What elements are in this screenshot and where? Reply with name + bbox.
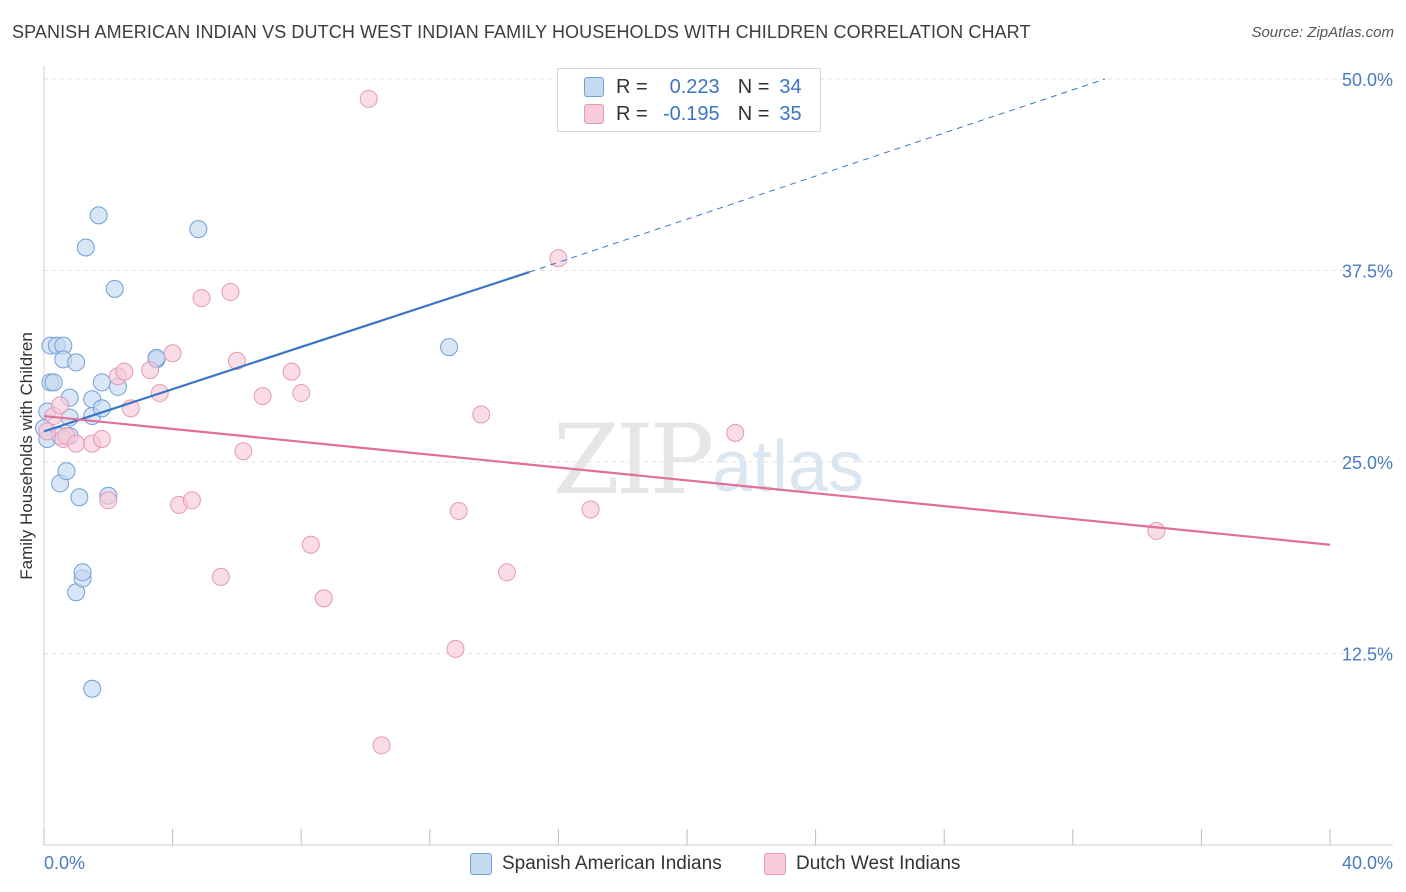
y-tick-label: 25.0% xyxy=(1342,453,1393,473)
dutch-west-trendline xyxy=(43,414,1331,546)
dutch-west-point xyxy=(449,502,468,521)
dutch-west-point xyxy=(99,491,118,510)
dutch-west-point xyxy=(234,442,253,461)
dutch-west-point xyxy=(92,430,111,449)
dutch-west-point xyxy=(141,361,160,380)
y-tick-label: 37.5% xyxy=(1342,262,1393,282)
watermark-zip: ZIP xyxy=(553,404,714,516)
source-label: Source: ZipAtlas.com xyxy=(1251,24,1394,41)
legend-n-value: 35 xyxy=(779,102,802,125)
dutch-west-point xyxy=(472,405,491,424)
y-tick-label: 50.0% xyxy=(1342,70,1393,90)
legend-row-dutch-west: R = -0.195 N = 35 xyxy=(584,102,802,126)
dutch-west-point xyxy=(314,589,333,608)
dutch-west-point xyxy=(67,434,86,453)
spanish-american-point xyxy=(83,679,102,698)
legend-r-value: -0.195 xyxy=(662,102,720,125)
spanish-american-point xyxy=(73,563,92,582)
spanish-american-point xyxy=(76,238,95,257)
dutch-west-point xyxy=(182,491,201,510)
dutch-west-point xyxy=(221,282,240,301)
bottom-legend-dutch-west: Dutch West Indians xyxy=(764,852,960,876)
y-tick-label: 12.5% xyxy=(1342,645,1393,665)
spanish-american-trendline-extension xyxy=(529,78,1106,273)
bottom-legend-spanish-american: Spanish American Indians xyxy=(470,852,722,876)
bottom-legend-swatch-pink xyxy=(764,853,786,875)
bottom-legend-label: Dutch West Indians xyxy=(796,853,961,874)
dutch-west-point xyxy=(192,289,211,308)
bottom-legend-swatch-blue xyxy=(470,853,492,875)
x-tick-label: 40.0% xyxy=(1342,853,1393,873)
spanish-american-point xyxy=(44,373,63,392)
chart-title: SPANISH AMERICAN INDIAN VS DUTCH WEST IN… xyxy=(12,22,1031,42)
spanish-american-trendline xyxy=(43,270,530,433)
legend-swatch-pink xyxy=(584,104,604,124)
dutch-west-point xyxy=(211,567,230,586)
legend-swatch-blue xyxy=(584,77,604,97)
spanish-american-point xyxy=(92,373,111,392)
dutch-west-point xyxy=(282,362,301,381)
spanish-american-point xyxy=(57,462,76,481)
dutch-west-point xyxy=(163,344,182,363)
dutch-west-point xyxy=(372,736,391,755)
legend-r-label: R = xyxy=(616,75,648,98)
dutch-west-point xyxy=(292,384,311,403)
dutch-west-point xyxy=(497,563,516,582)
legend-n-label: N = xyxy=(737,75,770,98)
dutch-west-point xyxy=(359,89,378,108)
dutch-west-point xyxy=(581,500,600,519)
spanish-american-point xyxy=(89,206,108,225)
bottom-legend-label: Spanish American Indians xyxy=(502,853,722,874)
legend-r-value: 0.223 xyxy=(669,75,720,98)
dutch-west-point xyxy=(253,387,272,406)
dutch-west-point xyxy=(726,423,745,442)
dutch-west-point xyxy=(446,639,465,658)
x-tick-label: 0.0% xyxy=(44,853,85,873)
dutch-west-point xyxy=(1147,521,1166,540)
legend-r-label: R = xyxy=(616,102,648,125)
spanish-american-point xyxy=(105,279,124,298)
dutch-west-point xyxy=(301,535,320,554)
legend-row-spanish-american: R = 0.223 N = 34 xyxy=(584,75,802,99)
legend-n-label: N = xyxy=(737,102,770,125)
spanish-american-point xyxy=(189,220,208,239)
dutch-west-point xyxy=(227,351,246,370)
spanish-american-point xyxy=(440,338,459,357)
legend-n-value: 34 xyxy=(779,75,802,98)
dutch-west-point xyxy=(51,396,70,415)
spanish-american-point xyxy=(70,488,89,507)
dutch-west-point xyxy=(115,362,134,381)
y-axis-label: Family Households with Children xyxy=(17,332,36,580)
correlation-legend: R = 0.223 N = 34 R = -0.195 N = 35 xyxy=(557,68,821,132)
dutch-west-point xyxy=(549,249,568,268)
spanish-american-point xyxy=(67,353,86,372)
